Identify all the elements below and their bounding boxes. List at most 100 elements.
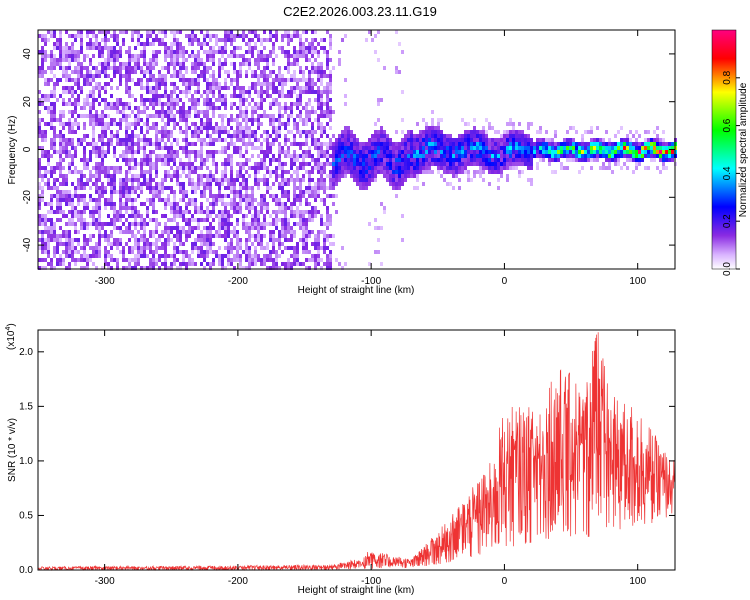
heatmap-cell: [512, 142, 515, 146]
heatmap-cell: [314, 254, 317, 258]
heatmap-cell: [227, 202, 230, 206]
heatmap-cell: [164, 206, 167, 210]
heatmap-cell: [236, 206, 239, 210]
heatmap-cell: [401, 150, 404, 154]
heatmap-cell: [164, 170, 167, 174]
heatmap-cell: [131, 250, 134, 254]
heatmap-cell: [254, 42, 257, 46]
heatmap-cell: [293, 170, 296, 174]
heatmap-cell: [50, 114, 53, 118]
heatmap-cell: [305, 218, 308, 222]
heatmap-cell: [536, 130, 539, 134]
heatmap-cell: [326, 82, 329, 86]
heatmap-cell: [302, 78, 305, 82]
heatmap-cell: [326, 214, 329, 218]
heatmap-cell: [68, 86, 71, 90]
heatmap-cell: [128, 214, 131, 218]
heatmap-cell: [191, 186, 194, 190]
heatmap-cell: [263, 150, 266, 154]
heatmap-cell: [161, 82, 164, 86]
heatmap-cell: [155, 138, 158, 142]
heatmap-cell: [218, 138, 221, 142]
heatmap-cell: [65, 202, 68, 206]
heatmap-cell: [302, 222, 305, 226]
heatmap-cell: [179, 98, 182, 102]
heatmap-cell: [329, 214, 332, 218]
heatmap-cell: [125, 226, 128, 230]
heatmap-cell: [365, 142, 368, 146]
heatmap-cell: [488, 122, 491, 126]
heatmap-cell: [308, 86, 311, 90]
heatmap-cell: [635, 130, 638, 134]
heatmap-cell: [287, 262, 290, 266]
heatmap-cell: [455, 170, 458, 174]
heatmap-cell: [77, 138, 80, 142]
heatmap-cell: [233, 118, 236, 122]
heatmap-cell: [176, 154, 179, 158]
heatmap-cell: [143, 174, 146, 178]
heatmap-cell: [104, 114, 107, 118]
heatmap-cell: [371, 162, 374, 166]
heatmap-cell: [140, 82, 143, 86]
heatmap-cell: [311, 130, 314, 134]
heatmap-cell: [302, 42, 305, 46]
heatmap-cell: [374, 146, 377, 150]
heatmap-cell: [290, 246, 293, 250]
svg-text:(x104): (x104): [5, 323, 17, 350]
heatmap-cell: [41, 154, 44, 158]
heatmap-cell: [59, 154, 62, 158]
heatmap-cell: [149, 158, 152, 162]
heatmap-cell: [419, 130, 422, 134]
heatmap-cell: [368, 170, 371, 174]
heatmap-cell: [233, 90, 236, 94]
heatmap-cell: [398, 146, 401, 150]
heatmap-cell: [89, 254, 92, 258]
heatmap-cell: [617, 142, 620, 146]
heatmap-cell: [170, 134, 173, 138]
heatmap-cell: [404, 170, 407, 174]
heatmap-cell: [197, 166, 200, 170]
heatmap-cell: [134, 266, 137, 270]
heatmap-cell: [311, 138, 314, 142]
heatmap-cell: [206, 78, 209, 82]
heatmap-cell: [113, 70, 116, 74]
heatmap-cell: [296, 126, 299, 130]
heatmap-cell: [338, 170, 341, 174]
heatmap-cell: [407, 130, 410, 134]
heatmap-cell: [62, 166, 65, 170]
heatmap-cell: [239, 34, 242, 38]
heatmap-cell: [98, 210, 101, 214]
heatmap-cell: [296, 178, 299, 182]
heatmap-cell: [77, 126, 80, 130]
heatmap-cell: [284, 218, 287, 222]
heatmap-cell: [53, 94, 56, 98]
heatmap-cell: [248, 186, 251, 190]
heatmap-cell: [410, 174, 413, 178]
heatmap-cell: [152, 30, 155, 34]
heatmap-cell: [212, 158, 215, 162]
heatmap-cell: [155, 174, 158, 178]
heatmap-cell: [365, 186, 368, 190]
heatmap-cell: [95, 38, 98, 42]
heatmap-cell: [176, 170, 179, 174]
heatmap-cell: [266, 142, 269, 146]
heatmap-cell: [251, 258, 254, 262]
heatmap-cell: [278, 166, 281, 170]
heatmap-cell: [464, 150, 467, 154]
heatmap-cell: [92, 54, 95, 58]
heatmap-cell: [218, 226, 221, 230]
heatmap-cell: [275, 74, 278, 78]
heatmap-cell: [197, 226, 200, 230]
heatmap-cell: [509, 150, 512, 154]
heatmap-cell: [260, 262, 263, 266]
heatmap-cell: [458, 170, 461, 174]
heatmap-cell: [269, 238, 272, 242]
heatmap-cell: [206, 254, 209, 258]
heatmap-cell: [365, 178, 368, 182]
heatmap-cell: [443, 178, 446, 182]
heatmap-cell: [98, 206, 101, 210]
heatmap-cell: [437, 166, 440, 170]
heatmap-cell: [494, 162, 497, 166]
heatmap-cell: [152, 202, 155, 206]
heatmap-cell: [233, 258, 236, 262]
